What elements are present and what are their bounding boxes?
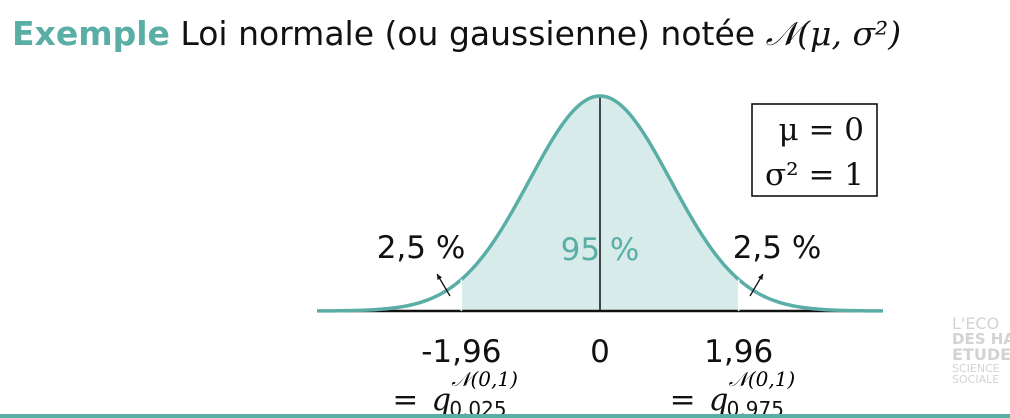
- logo-line: SOCIALE: [952, 374, 1000, 385]
- quantile-law: 𝒩(0,1): [451, 367, 518, 391]
- logo-line: SCIENCE: [952, 363, 1000, 374]
- quantile-level: 0,975: [727, 397, 784, 418]
- tick-label: -1,96: [421, 334, 501, 370]
- left-tail-label: 2,5 %: [377, 230, 466, 266]
- right-tail-arrow-icon: [749, 273, 764, 297]
- quantile-equals: =: [670, 382, 696, 418]
- quantile-symbol: q: [709, 382, 729, 418]
- tick-label: 0: [590, 334, 610, 370]
- title-notation: 𝒩(μ, σ²): [765, 14, 902, 53]
- bottom-rule: [0, 414, 1010, 418]
- density-curve: [316, 94, 884, 313]
- legend: μ = 0 σ² = 1: [751, 103, 878, 197]
- tick-label: 1,96: [704, 334, 773, 370]
- center-probability-label: 95 %: [561, 232, 640, 268]
- legend-mean: μ = 0: [778, 112, 864, 148]
- title-text: Loi normale (ou gaussienne) notée: [180, 14, 756, 53]
- legend-box: [751, 103, 878, 197]
- quantile-law: 𝒩(0,1): [729, 367, 796, 391]
- left-tail-arrow-icon: [436, 273, 451, 297]
- legend-variance: σ² = 1: [765, 157, 864, 193]
- school-logo: L'ECO DES HAU ETUDE SCIENCE SOCIALE: [952, 316, 1010, 385]
- logo-line: ETUDE: [952, 347, 1010, 363]
- example-keyword: Exemple: [12, 14, 170, 53]
- quantile-level: 0,025: [449, 397, 506, 418]
- logo-line: DES HAU: [952, 332, 1010, 347]
- quantile-symbol: q: [431, 382, 451, 418]
- quantile-equals: =: [392, 382, 418, 418]
- right-tail-label: 2,5 %: [733, 230, 822, 266]
- logo-line: L'ECO: [952, 316, 1000, 332]
- slide-title: Exemple Loi normale (ou gaussienne) noté…: [12, 14, 901, 54]
